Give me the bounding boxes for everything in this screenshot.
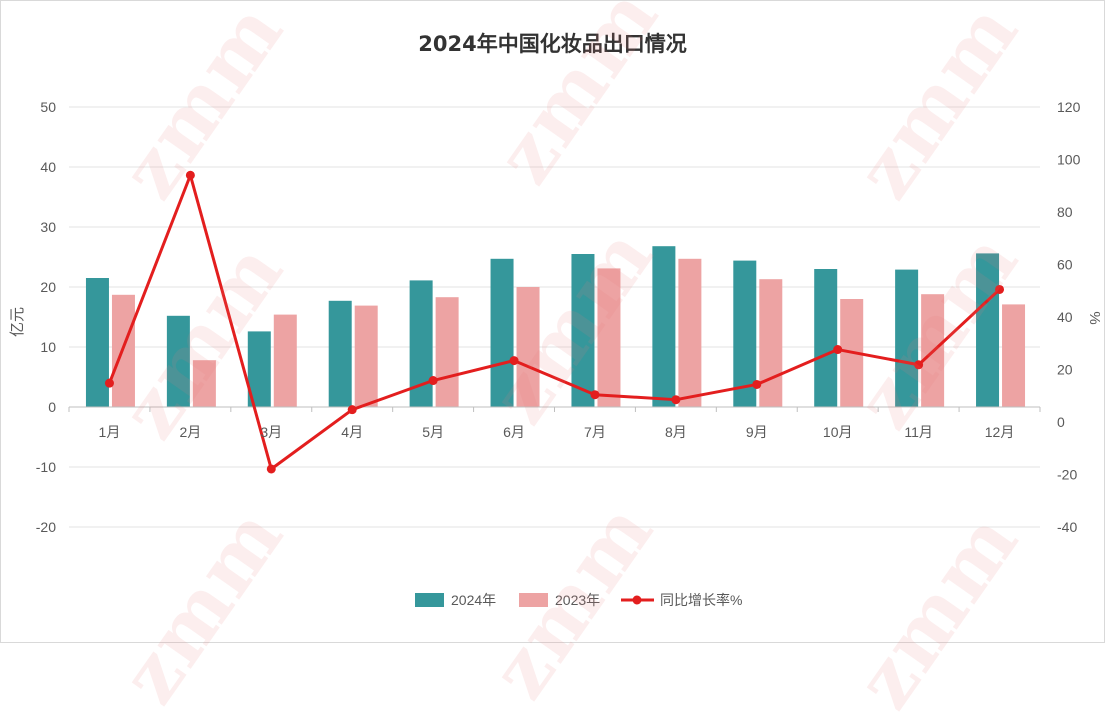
growth-rate-point bbox=[185, 170, 195, 180]
axes bbox=[68, 406, 1041, 412]
bar-2024 bbox=[247, 331, 271, 407]
growth-rate-point bbox=[509, 356, 519, 366]
y2-tick-label: 40 bbox=[1057, 309, 1073, 325]
bar-2024 bbox=[328, 300, 352, 407]
y2-tick-label: 100 bbox=[1057, 152, 1081, 168]
legend-swatch-2023 bbox=[519, 593, 548, 607]
bar-2023 bbox=[354, 305, 378, 407]
x-tick-label: 11月 bbox=[904, 424, 933, 440]
chart-title: 2024年中国化妆品出口情况 bbox=[418, 32, 687, 56]
bar-2024 bbox=[814, 269, 838, 407]
bars bbox=[85, 246, 1026, 407]
growth-rate-point bbox=[590, 390, 600, 400]
y2-axis-label: % bbox=[1086, 311, 1103, 324]
bar-2024 bbox=[166, 315, 190, 407]
x-tick-label: 1月 bbox=[99, 424, 121, 440]
growth-rate-point bbox=[914, 360, 924, 370]
bar-2024 bbox=[490, 258, 514, 407]
growth-rate-point bbox=[266, 464, 276, 474]
growth-rate-point bbox=[995, 284, 1005, 294]
tick-labels: 50403020100-10-20120100806040200-20-401月… bbox=[9, 99, 1103, 535]
bar-2023 bbox=[516, 287, 540, 407]
x-tick-label: 7月 bbox=[584, 424, 606, 440]
x-tick-label: 8月 bbox=[665, 424, 687, 440]
bar-2024 bbox=[409, 280, 433, 407]
x-tick-label: 2月 bbox=[179, 424, 201, 440]
y-tick-label: 10 bbox=[40, 339, 56, 355]
bar-2024 bbox=[895, 269, 919, 407]
legend-label-growth: 同比增长率% bbox=[660, 592, 742, 608]
legend-label-2024: 2024年 bbox=[451, 592, 496, 608]
y2-tick-label: 60 bbox=[1057, 257, 1073, 273]
bar-2024 bbox=[652, 246, 676, 407]
growth-line bbox=[104, 170, 1005, 474]
y2-tick-label: -20 bbox=[1057, 467, 1077, 483]
x-tick-label: 6月 bbox=[503, 424, 525, 440]
x-tick-label: 9月 bbox=[746, 424, 768, 440]
y-tick-label: 30 bbox=[40, 219, 56, 235]
y-tick-label: 50 bbox=[40, 99, 56, 115]
x-tick-label: 4月 bbox=[341, 424, 363, 440]
y-tick-label: -20 bbox=[36, 519, 56, 535]
growth-rate-point bbox=[104, 378, 114, 388]
growth-rate-point bbox=[671, 395, 681, 405]
x-tick-label: 5月 bbox=[422, 424, 444, 440]
x-tick-label: 3月 bbox=[260, 424, 282, 440]
y2-tick-label: 0 bbox=[1057, 414, 1065, 430]
legend-swatch-2024 bbox=[415, 593, 444, 607]
bar-2023 bbox=[597, 268, 621, 407]
bar-2023 bbox=[1002, 304, 1026, 407]
y-tick-label: 0 bbox=[48, 399, 56, 415]
bar-2023 bbox=[273, 314, 297, 407]
bar-2023 bbox=[192, 360, 216, 407]
gridlines bbox=[69, 106, 1040, 528]
bar-2023 bbox=[435, 297, 459, 407]
bar-2024 bbox=[976, 253, 1000, 407]
growth-rate-point bbox=[833, 345, 843, 355]
x-tick-label: 12月 bbox=[985, 424, 1015, 440]
legend-label-2023: 2023年 bbox=[555, 592, 600, 608]
bar-2023 bbox=[759, 279, 783, 407]
bar-2024 bbox=[85, 278, 109, 407]
growth-rate-point bbox=[347, 405, 357, 415]
y-tick-label: -10 bbox=[36, 459, 56, 475]
x-tick-label: 10月 bbox=[823, 424, 853, 440]
bar-2023 bbox=[678, 258, 702, 407]
y2-tick-label: -40 bbox=[1057, 519, 1077, 535]
bar-2024 bbox=[733, 260, 757, 407]
y2-tick-label: 20 bbox=[1057, 362, 1073, 378]
growth-rate-point bbox=[428, 376, 438, 386]
y-tick-label: 40 bbox=[40, 159, 56, 175]
y2-tick-label: 80 bbox=[1057, 204, 1073, 220]
y2-tick-label: 120 bbox=[1057, 99, 1081, 115]
y-axis-label: 亿元 bbox=[9, 307, 26, 337]
chart-canvas: 50403020100-10-20120100806040200-20-401月… bbox=[9, 99, 1103, 608]
legend: 2024年 2023年 同比增长率% bbox=[415, 592, 742, 608]
growth-rate-line bbox=[108, 173, 1001, 471]
legend-marker-growth bbox=[632, 595, 642, 605]
y-tick-label: 20 bbox=[40, 279, 56, 295]
growth-rate-point bbox=[752, 379, 762, 389]
bar-2024 bbox=[571, 254, 595, 407]
